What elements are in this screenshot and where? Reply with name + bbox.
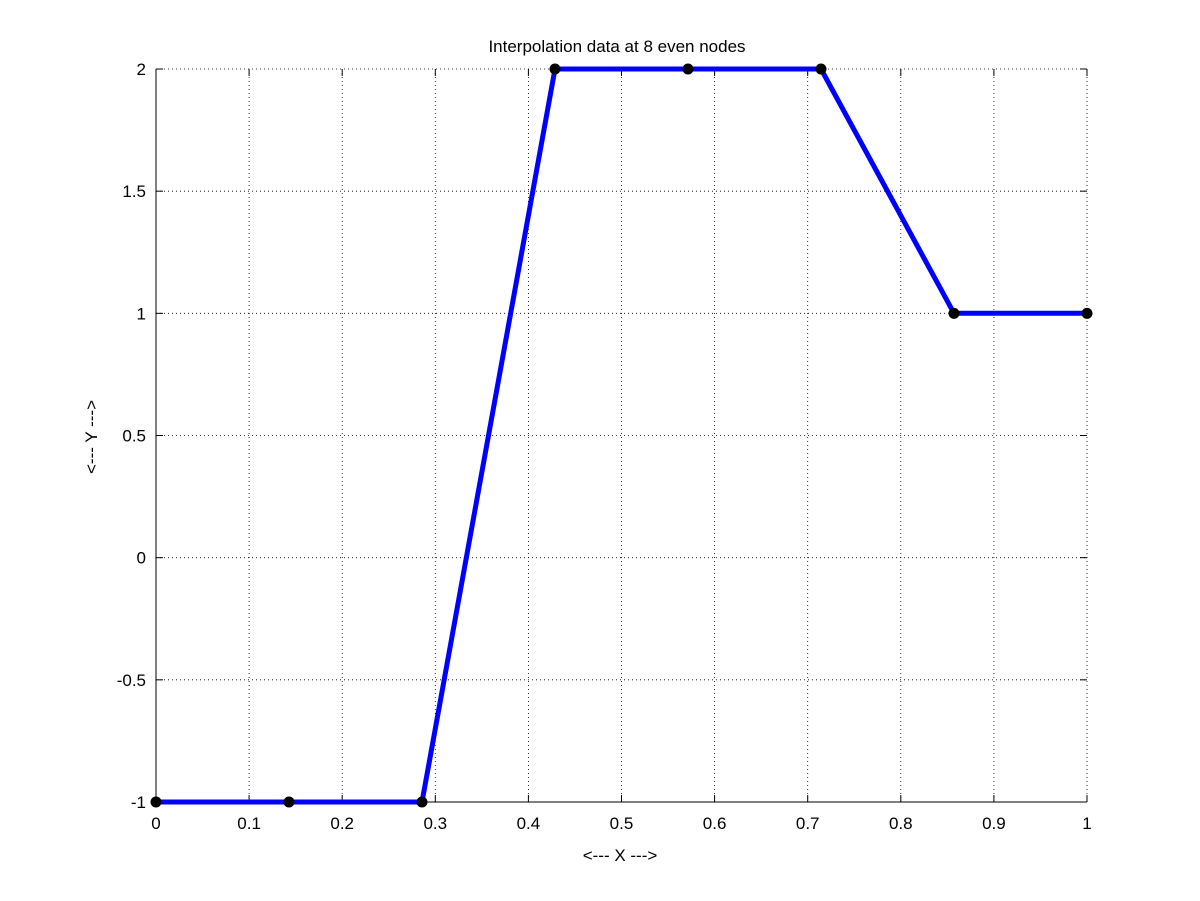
y-tick-label: 1.5 xyxy=(122,182,146,201)
x-tick-label: 0.8 xyxy=(889,814,913,833)
x-tick-label: 0.9 xyxy=(982,814,1006,833)
data-point-marker xyxy=(948,307,960,319)
x-tick-label: 1 xyxy=(1082,814,1091,833)
y-tick-label: 0.5 xyxy=(122,427,146,446)
series-layer xyxy=(153,66,1090,805)
series-line xyxy=(153,66,1090,805)
data-point-marker xyxy=(150,796,162,808)
x-tick-label: 0.4 xyxy=(517,814,541,833)
x-tick-label: 0.5 xyxy=(610,814,634,833)
tick-layer: 0 0.1 0.2 0.3 0.4 0.5 0.6 0.7 0.8 0.9 1 -1 -0.5 0 0.5 1… xyxy=(117,60,1092,833)
x-tick-label: 0.6 xyxy=(703,814,727,833)
data-point-marker xyxy=(283,796,295,808)
marker-layer xyxy=(150,63,1093,808)
x-tick-label: 0.1 xyxy=(237,814,261,833)
data-point-marker xyxy=(416,796,428,808)
x-tick-label: 0.3 xyxy=(423,814,447,833)
data-point-marker xyxy=(549,63,561,75)
x-tick-label: 0.2 xyxy=(330,814,354,833)
y-tick-label: -0.5 xyxy=(117,671,146,690)
y-tick-label: 2 xyxy=(137,60,146,79)
data-point-marker xyxy=(682,63,694,75)
y-tick-label: 0 xyxy=(137,549,146,568)
y-axis-label: <--- Y ---> xyxy=(82,400,101,474)
chart-title: Interpolation data at 8 even nodes xyxy=(488,37,745,56)
x-tick-label: 0.7 xyxy=(796,814,820,833)
y-tick-label: -1 xyxy=(131,793,146,812)
data-point-marker xyxy=(815,63,827,75)
x-axis-label: <--- X ---> xyxy=(583,846,658,865)
plot-area xyxy=(156,69,1087,802)
data-point-marker xyxy=(1081,307,1093,319)
y-tick-label: 1 xyxy=(137,304,146,323)
x-tick-label: 0 xyxy=(151,814,160,833)
